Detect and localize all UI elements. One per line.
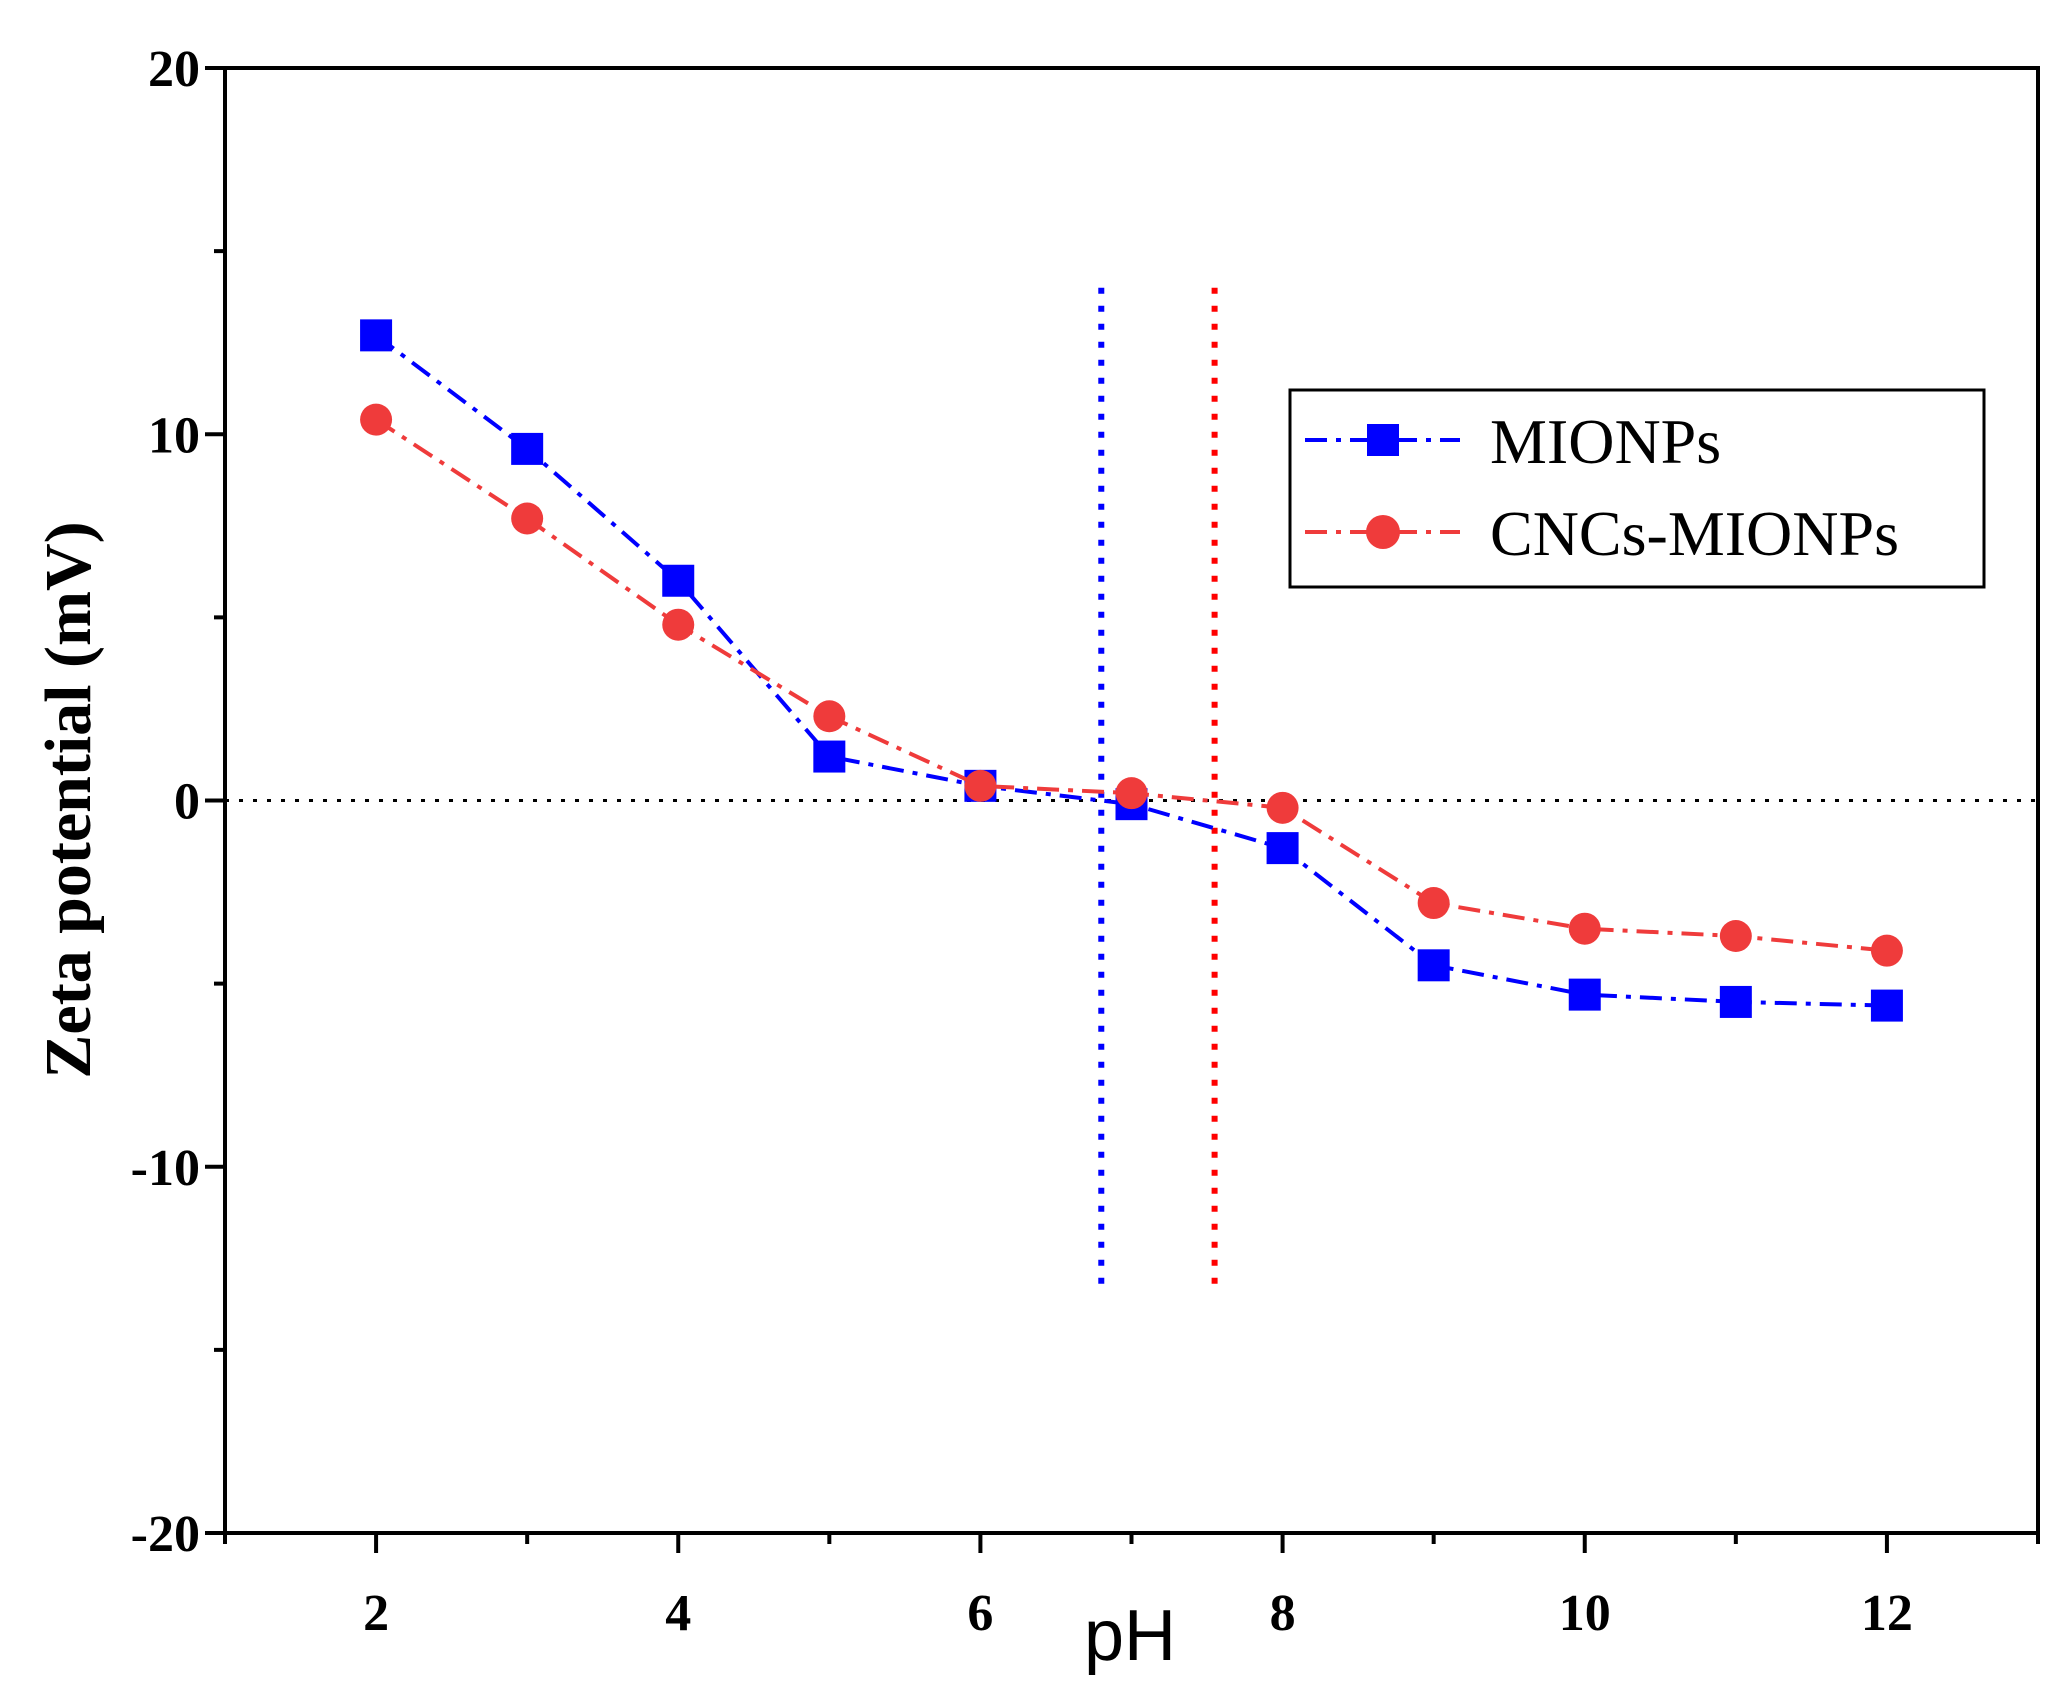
data-point-mionps bbox=[360, 319, 393, 352]
reference-lines bbox=[225, 287, 2038, 1295]
y-tick-label: 0 bbox=[174, 774, 200, 831]
x-tick-label: 12 bbox=[1861, 1585, 1913, 1642]
y-tick-label: 10 bbox=[148, 407, 200, 464]
x-axis-title: pH bbox=[1084, 1596, 1176, 1676]
y-tick-label: -10 bbox=[131, 1140, 200, 1197]
x-axis: 2 4 6 8 10 12 bbox=[223, 1533, 2040, 1642]
x-tick-label: 8 bbox=[1270, 1585, 1296, 1642]
data-point-mionps bbox=[1568, 978, 1601, 1011]
data-point-cncs-mionps bbox=[1115, 777, 1148, 810]
data-point-mionps bbox=[813, 740, 846, 773]
x-tick-label: 4 bbox=[665, 1585, 691, 1642]
data-point-cncs-mionps bbox=[1870, 934, 1903, 967]
data-point-mionps bbox=[1719, 985, 1752, 1018]
series-line-mionps bbox=[374, 333, 1887, 1008]
data-point-cncs-mionps bbox=[1568, 912, 1601, 945]
legend-marker-cncs-mionps bbox=[1366, 515, 1400, 549]
y-axis: -20 -10 0 10 20 bbox=[131, 41, 225, 1563]
legend-box bbox=[1288, 388, 1986, 589]
legend-marker-mionps bbox=[1367, 424, 1399, 456]
series-cncs-mionps bbox=[360, 403, 1903, 967]
y-axis-title: Zeta potential (mV) bbox=[32, 521, 105, 1078]
data-point-mionps bbox=[662, 564, 695, 597]
data-point-cncs-mionps bbox=[1417, 887, 1450, 920]
x-tick-label: 6 bbox=[967, 1585, 993, 1642]
data-point-cncs-mionps bbox=[1719, 920, 1752, 953]
data-point-cncs-mionps bbox=[662, 608, 695, 641]
y-tick-label: -20 bbox=[131, 1506, 200, 1563]
x-tick-label: 2 bbox=[363, 1585, 389, 1642]
data-point-cncs-mionps bbox=[813, 700, 846, 733]
data-point-cncs-mionps bbox=[360, 403, 393, 436]
legend-label-cncs-mionps: CNCs-MIONPs bbox=[1490, 498, 1899, 569]
series-mionps bbox=[360, 319, 1903, 1022]
data-point-cncs-mionps bbox=[1266, 791, 1299, 824]
y-tick-label: 20 bbox=[148, 41, 200, 98]
data-point-mionps bbox=[1266, 832, 1299, 865]
data-point-mionps bbox=[1870, 989, 1903, 1022]
x-tick-label: 10 bbox=[1559, 1585, 1611, 1642]
legend-label-mionps: MIONPs bbox=[1490, 406, 1721, 477]
data-point-mionps bbox=[1417, 949, 1450, 982]
data-point-cncs-mionps bbox=[964, 769, 997, 802]
legend: MIONPs CNCs-MIONPs bbox=[1288, 388, 1986, 589]
data-point-cncs-mionps bbox=[511, 502, 544, 535]
series-layer bbox=[360, 319, 1903, 1022]
data-point-mionps bbox=[511, 432, 544, 465]
